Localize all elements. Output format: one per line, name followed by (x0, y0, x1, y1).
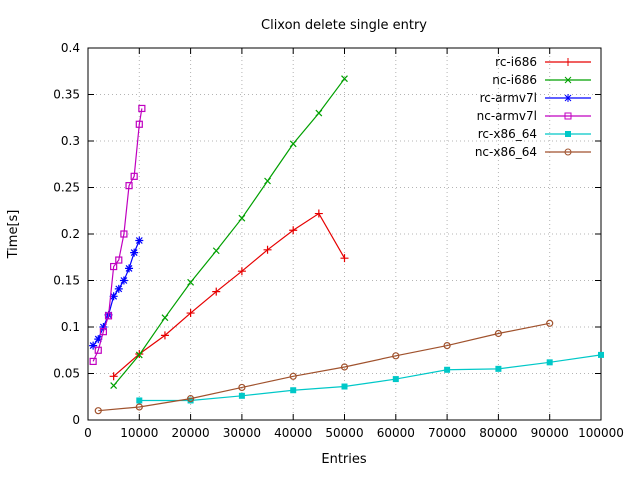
legend-label: rc-x86_64 (478, 127, 537, 141)
y-tick-label: 0 (72, 413, 80, 427)
tick-labels: 0 10000 20000 30000 40000 50000 60000 70000 8000… (53, 41, 624, 440)
x-tick-label: 20000 (172, 426, 210, 440)
legend-entry-nc-i686: nc-i686 (492, 73, 591, 87)
series-rc-i686 (109, 209, 349, 381)
x-tick-label: 50000 (325, 426, 363, 440)
legend-entry-rc-i686: rc-i686 (495, 55, 591, 69)
x-tick-label: 0 (84, 426, 92, 440)
y-tick-label: 0.35 (53, 88, 80, 102)
chart-title: Clixon delete single entry (261, 18, 427, 33)
series-nc-i686 (110, 75, 348, 390)
x-tick-label: 70000 (428, 426, 466, 440)
y-tick-label: 0.3 (61, 134, 80, 148)
series-rc-armv7l (89, 236, 144, 350)
legend-label: nc-armv7l (477, 109, 537, 123)
legend: rc-i686 nc-i686 rc-armv7l nc-armv7l rc-x86_6… (475, 55, 591, 159)
legend-label: nc-i686 (492, 73, 537, 87)
y-tick-label: 0.15 (53, 274, 80, 288)
legend-entry-rc-armv7l: rc-armv7l (480, 91, 591, 105)
plot-generated-content: 0 10000 20000 30000 40000 50000 60000 70000 8000… (53, 41, 624, 440)
y-tick-label: 0.2 (61, 227, 80, 241)
series-nc-x86_64 (94, 319, 554, 415)
x-tick-label: 40000 (274, 426, 312, 440)
legend-entry-rc-x86_64: rc-x86_64 (478, 127, 591, 141)
series-nc-armv7l (89, 104, 146, 366)
x-tick-label: 80000 (479, 426, 517, 440)
axes (87, 47, 602, 421)
legend-label: rc-i686 (495, 55, 537, 69)
y-tick-label: 0.4 (61, 41, 80, 55)
x-tick-label: 10000 (120, 426, 158, 440)
legend-label: nc-x86_64 (475, 145, 537, 159)
series-rc-x86_64 (136, 351, 604, 404)
y-tick-label: 0.1 (61, 320, 80, 334)
x-tick-label: 60000 (377, 426, 415, 440)
x-tick-label: 30000 (223, 426, 261, 440)
y-axis-label: Time[s] (6, 210, 21, 260)
y-tick-label: 0.25 (53, 181, 80, 195)
legend-entry-nc-armv7l: nc-armv7l (477, 109, 591, 123)
legend-label: rc-armv7l (480, 91, 537, 105)
x-tick-label: 90000 (531, 426, 569, 440)
y-tick-label: 0.05 (53, 367, 80, 381)
x-tick-label: 100000 (578, 426, 624, 440)
legend-entry-nc-x86_64: nc-x86_64 (475, 145, 591, 159)
x-axis-label: Entries (321, 452, 367, 467)
